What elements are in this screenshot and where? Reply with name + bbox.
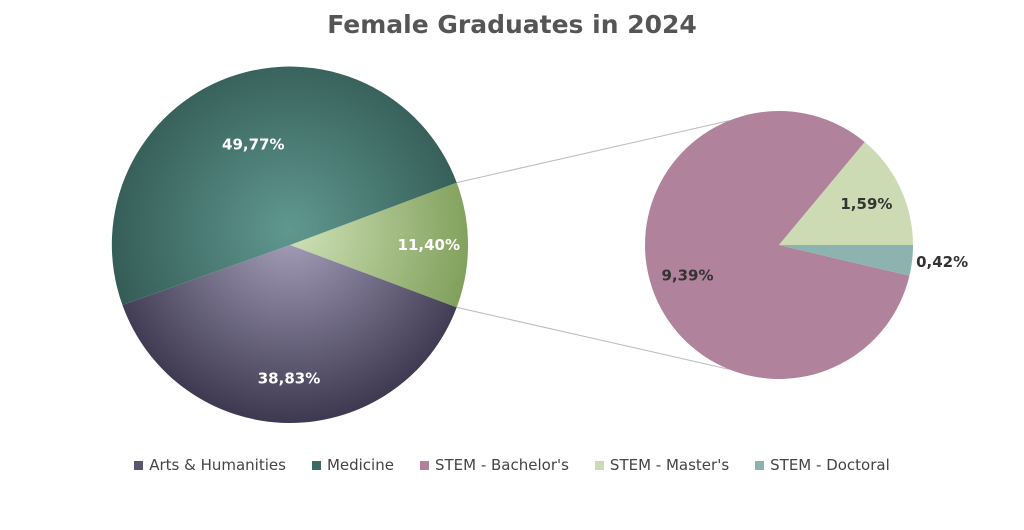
legend: Arts & Humanities Medicine STEM - Bachelor…	[0, 456, 1024, 474]
legend-item-stem-master-s: STEM - Master's	[594, 456, 730, 474]
main-label-medicine: 49,77%	[222, 136, 284, 154]
main-slice-medicine	[111, 66, 457, 305]
connector-line-bottom	[456, 306, 729, 370]
secondary-label-stem-doctoral: 0,42%	[916, 253, 968, 271]
legend-item-stem-doctoral: STEM - Doctoral	[755, 456, 890, 474]
main-slice-stem	[290, 182, 469, 308]
legend-swatch	[755, 460, 765, 470]
legend-swatch	[134, 460, 144, 470]
legend-label: Arts & Humanities	[149, 456, 286, 474]
chart-title: Female Graduates in 2024	[327, 10, 697, 39]
secondary-slice-stem-bachelor-s	[645, 110, 910, 379]
secondary-slice-stem-master-s	[779, 142, 913, 245]
secondary-label-stem-master-s: 1,59%	[840, 195, 892, 213]
legend-swatch	[594, 460, 604, 470]
legend-item-medicine: Medicine	[311, 456, 394, 474]
connector-lines	[456, 120, 729, 370]
legend-swatch	[311, 460, 321, 470]
main-slice-arts-humanities	[122, 245, 457, 424]
legend-label: STEM - Bachelor's	[434, 456, 569, 474]
connector-line-top	[456, 120, 729, 184]
main-pie	[111, 66, 469, 424]
legend-label: Medicine	[326, 456, 394, 474]
main-label-stem: 11,40%	[398, 236, 460, 254]
legend-item-arts-humanities: Arts & Humanities	[134, 456, 286, 474]
main-label-arts-humanities: 38,83%	[258, 370, 320, 388]
secondary-label-stem-bachelor-s: 9,39%	[661, 267, 713, 285]
legend-item-stem-bachelor-s: STEM - Bachelor's	[419, 456, 569, 474]
secondary-pie	[645, 110, 913, 379]
secondary-slice-stem-doctoral	[779, 245, 913, 276]
legend-swatch	[419, 460, 429, 470]
slice-labels: 11,40% 38,83% 49,77% 9,39% 1,59% 0,42%	[222, 136, 968, 388]
legend-label: STEM - Doctoral	[770, 456, 890, 474]
legend-label: STEM - Master's	[609, 456, 730, 474]
